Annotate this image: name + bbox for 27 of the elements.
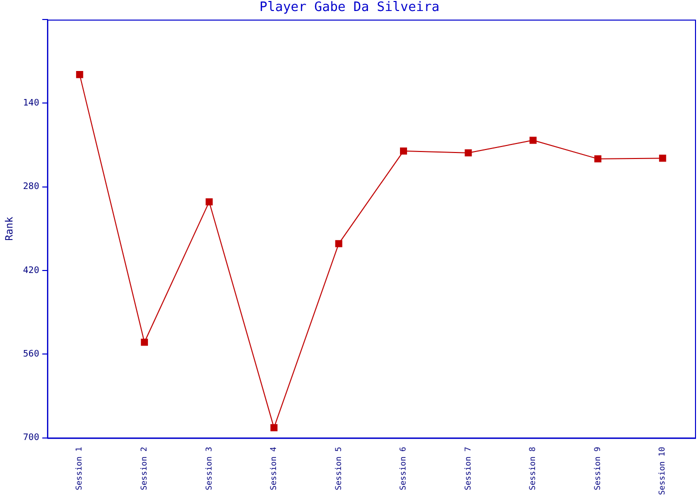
x-tick-label: Session 5	[334, 446, 343, 490]
point	[140, 338, 148, 346]
point	[206, 198, 213, 206]
x-tick-label: Session 9	[592, 446, 602, 490]
x-tick-label: Session 1	[74, 446, 84, 490]
y-tick-label: 140	[22, 98, 40, 109]
x-tick-label: Session 6	[398, 446, 408, 490]
point	[400, 148, 408, 155]
y-tick-label: 280	[22, 182, 40, 192]
y-tick-label: 420	[22, 266, 40, 276]
y-tick-label: 560	[22, 350, 40, 360]
x-tick-label: Session 8	[528, 446, 538, 490]
x-tick-label: Session 3	[204, 446, 214, 490]
y-axis-title: Rank	[4, 216, 16, 241]
point	[76, 71, 84, 78]
x-tick-label: Session 7	[463, 446, 472, 490]
point	[659, 154, 666, 162]
point	[270, 424, 278, 432]
point	[530, 136, 537, 144]
point	[464, 149, 472, 156]
x-tick-label: Session 10	[658, 446, 667, 496]
chart-title: Player Gabe Da Silveira	[259, 0, 440, 16]
x-tick-label: Session 4	[269, 446, 278, 490]
point	[594, 155, 602, 162]
x-tick-label: Session 2	[139, 446, 148, 490]
y-tick-label: 700	[22, 433, 40, 444]
point	[335, 240, 342, 248]
